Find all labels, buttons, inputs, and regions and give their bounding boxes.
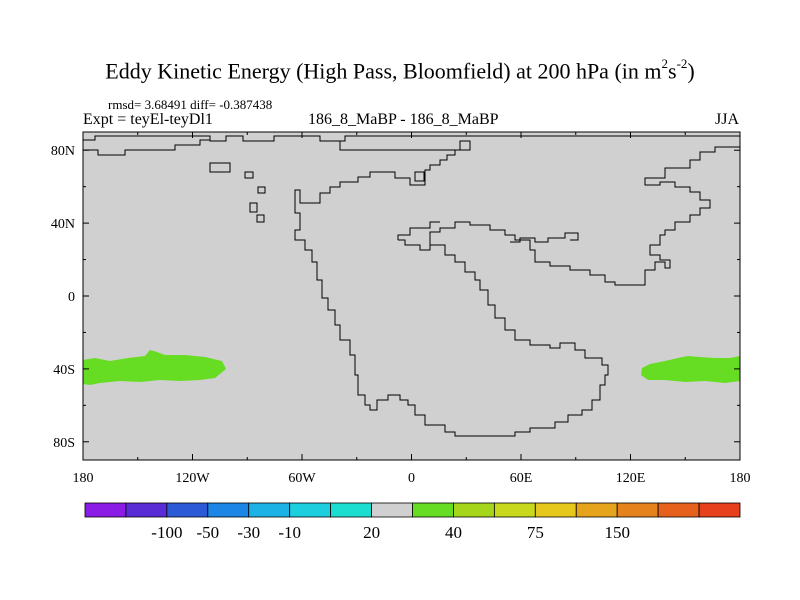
greenland-outline xyxy=(209,162,231,173)
inland-sea-outline xyxy=(397,221,440,240)
colorbar-label: 40 xyxy=(445,523,462,542)
x-tick-label: 0 xyxy=(408,471,415,486)
island-5 xyxy=(414,171,425,182)
colorbar-swatch xyxy=(453,502,495,518)
colorbar-swatch xyxy=(289,502,332,518)
anomaly-patch-east xyxy=(641,356,740,383)
colorbar-swatch xyxy=(207,502,250,518)
colorbar-swatch xyxy=(248,502,291,518)
colorbar-label: -50 xyxy=(196,523,219,542)
stats-line: rmsd= 3.68491 diff= -0.387438 xyxy=(108,97,273,112)
x-axis-ticks: 180 120W 60W 0 60E 120E 180 xyxy=(73,132,751,486)
colorbar-swatch xyxy=(616,502,659,518)
y-tick-label: 40S xyxy=(53,363,75,378)
colorbar-swatch xyxy=(698,502,741,518)
y-axis-ticks: 80N 40N 0 40S 80S xyxy=(51,144,740,451)
colorbar: -100 -50 -30 -10 20 40 75 150 xyxy=(84,502,741,542)
x-tick-label: 60W xyxy=(288,471,316,486)
caspian-outline xyxy=(510,232,579,243)
arctic-coastline-west xyxy=(83,139,210,156)
island-1 xyxy=(244,171,254,179)
season-label: JJA xyxy=(715,111,740,128)
map-background xyxy=(83,132,740,460)
arctic-coastline xyxy=(83,135,740,142)
plot-title: Eddy Kinetic Energy (High Pass, Bloomfie… xyxy=(105,56,695,84)
colorbar-swatch xyxy=(371,502,413,518)
colorbar-swatch xyxy=(125,502,168,518)
colorbar-swatch xyxy=(493,502,536,518)
colorbar-swatch xyxy=(575,502,618,518)
x-tick-label: 60E xyxy=(510,471,533,486)
island-3 xyxy=(249,202,258,213)
island-4 xyxy=(256,214,265,223)
y-tick-label: 40N xyxy=(51,217,75,232)
colorbar-swatch xyxy=(657,502,700,518)
colorbar-label: -10 xyxy=(278,523,301,542)
colorbar-label: -30 xyxy=(237,523,260,542)
experiment-label: Expt = teyEl-teyDl1 xyxy=(83,111,213,128)
coastlines xyxy=(83,135,740,437)
island-2 xyxy=(257,186,266,194)
y-tick-label: 0 xyxy=(68,290,75,305)
y-tick-label: 80S xyxy=(53,436,75,451)
colorbar-label: 150 xyxy=(604,523,630,542)
x-tick-label: 120W xyxy=(175,471,210,486)
colorbar-swatch xyxy=(412,502,454,518)
colorbar-swatch xyxy=(84,502,127,518)
colorbar-label: -100 xyxy=(151,523,182,542)
colorbar-label: 75 xyxy=(527,523,544,542)
y-tick-label: 80N xyxy=(51,144,75,159)
anomaly-patch-west xyxy=(83,350,226,385)
x-tick-label: 120E xyxy=(616,471,646,486)
colorbar-swatch xyxy=(330,502,372,518)
colorbar-label: 20 xyxy=(363,523,380,542)
x-tick-label: 180 xyxy=(73,471,94,486)
colorbar-swatch xyxy=(166,502,209,518)
x-tick-label: 180 xyxy=(730,471,751,486)
case-label: 186_8_MaBP - 186_8_MaBP xyxy=(308,111,499,128)
colorbar-swatch xyxy=(534,502,577,518)
africa-north-outline xyxy=(398,239,431,251)
americas-coastline xyxy=(294,140,740,437)
